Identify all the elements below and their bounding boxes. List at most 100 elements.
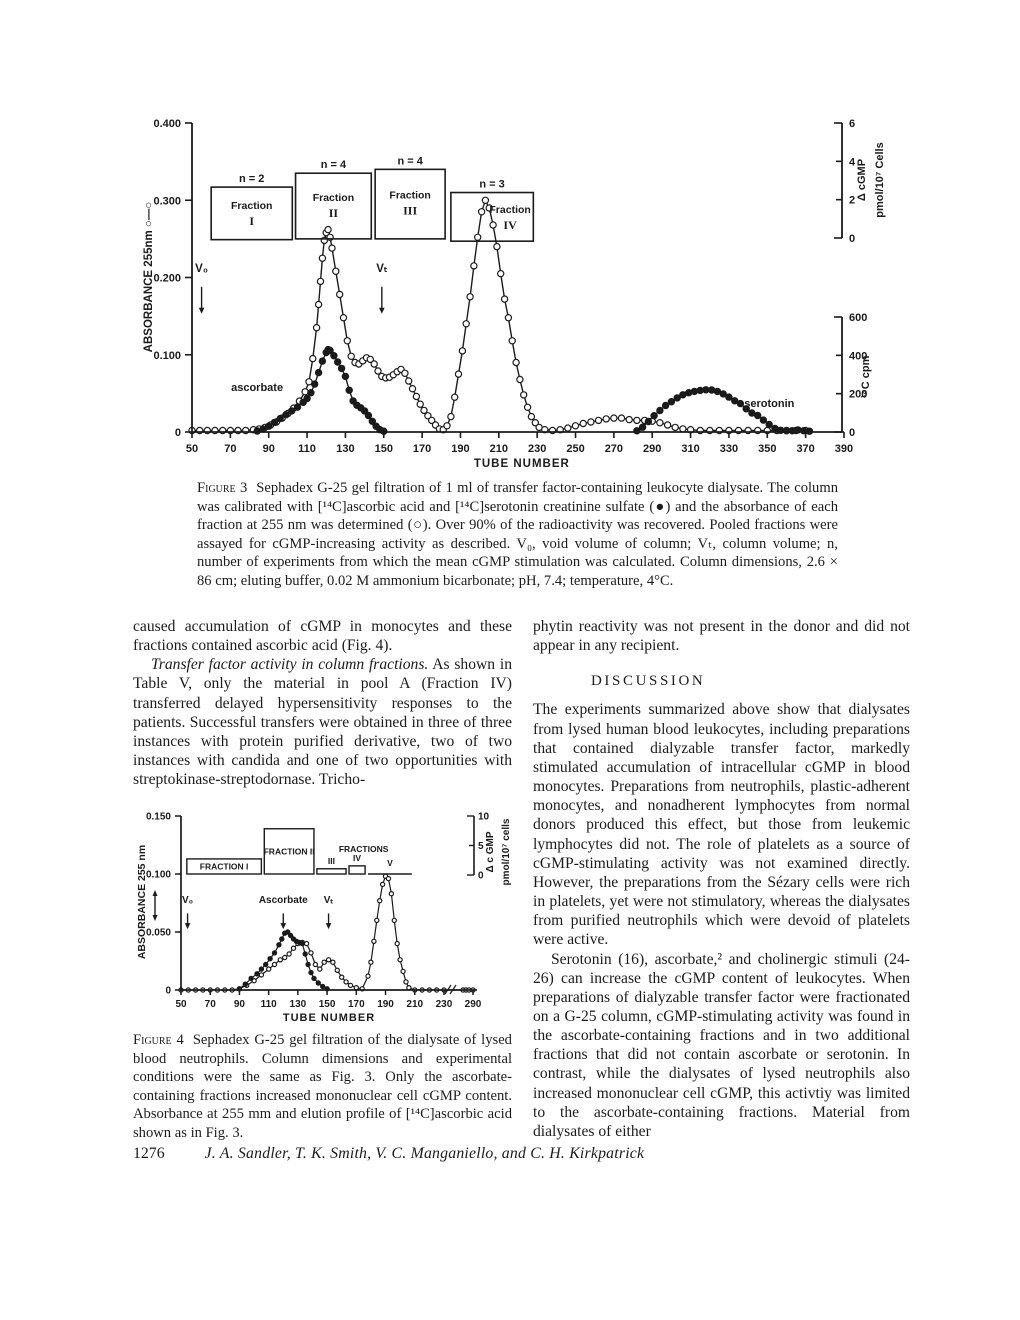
svg-text:0.100: 0.100 <box>153 350 181 362</box>
svg-text:200: 200 <box>849 389 867 401</box>
fig3-axes: 0 0.100 0.200 0.300 0.400 50 70 90 110 130 150 170 1… <box>143 118 853 470</box>
page-number: 1276 <box>133 1145 165 1162</box>
svg-text:190: 190 <box>451 443 469 455</box>
svg-text:0: 0 <box>849 427 855 439</box>
svg-text:290: 290 <box>643 443 661 455</box>
svg-text:390: 390 <box>835 443 853 455</box>
svg-text:350: 350 <box>758 443 776 455</box>
svg-text:0.200: 0.200 <box>153 273 181 285</box>
svg-text:2: 2 <box>849 195 855 207</box>
svg-text:V₀: V₀ <box>195 263 208 275</box>
svg-text:pmol/10⁷ cells: pmol/10⁷ cells <box>501 818 512 885</box>
svg-text:0: 0 <box>165 986 171 997</box>
fig4-fraction-boxes: FRACTIONS FRACTION I FRACTION II III IV V <box>186 828 412 875</box>
svg-text:70: 70 <box>205 999 217 1010</box>
paragraph: caused accumulation of cGMP in monocytes… <box>133 618 512 655</box>
svg-text:n = 3: n = 3 <box>479 179 504 191</box>
svg-text:130: 130 <box>336 443 354 455</box>
svg-text:150: 150 <box>319 999 336 1010</box>
paragraph-text: As shown in Table V, only the material i… <box>133 656 512 789</box>
svg-text:270: 270 <box>605 443 623 455</box>
figure3-caption: Figure 3 Sephadex G-25 gel filtration of … <box>197 479 838 591</box>
fig3-right-axis-cpm: 600 400 200 0 ¹⁴C cpm <box>834 312 872 439</box>
svg-text:FRACTIONS: FRACTIONS <box>339 844 389 854</box>
svg-text:II: II <box>329 206 339 220</box>
italic-lead: Transfer factor activity in column fract… <box>151 656 429 674</box>
figure4-caption-text: Sephadex G-25 gel filtration of the dial… <box>133 1032 512 1141</box>
svg-text:0.150: 0.150 <box>146 812 171 823</box>
svg-text:Vₜ: Vₜ <box>376 263 388 275</box>
paragraph: The experiments summarized above show th… <box>533 701 910 949</box>
svg-text:TUBE NUMBER: TUBE NUMBER <box>474 458 570 470</box>
svg-text:110: 110 <box>298 443 316 455</box>
svg-text:170: 170 <box>413 443 431 455</box>
svg-text:V: V <box>387 858 393 868</box>
svg-text:230: 230 <box>528 443 546 455</box>
fig3-series-serotonin_14C_cpm <box>633 386 814 435</box>
fig4-right-axis-cgmp: 10 5 0Δ c GMP pmol/10⁷ cells <box>467 812 512 885</box>
svg-text:FRACTION II: FRACTION II <box>264 846 315 856</box>
svg-text:FRACTION I: FRACTION I <box>200 861 249 871</box>
fig3-annotations: V₀ Vₜ ascorbate serotonin <box>195 263 795 410</box>
svg-text:Fraction: Fraction <box>313 192 354 204</box>
svg-text:Fraction: Fraction <box>489 204 530 216</box>
fig3-series-ascorbate_14C_cpm <box>253 345 388 435</box>
svg-text:290: 290 <box>465 999 482 1010</box>
svg-text:150: 150 <box>375 443 393 455</box>
svg-text:90: 90 <box>263 443 275 455</box>
svg-text:5: 5 <box>478 841 484 852</box>
svg-text:Fraction: Fraction <box>231 200 272 212</box>
svg-text:190: 190 <box>377 999 394 1010</box>
figure3-caption-tag: Figure 3 <box>197 480 248 496</box>
figure3-caption-text: Sephadex G-25 gel filtration of 1 ml of … <box>197 480 838 589</box>
svg-text:0: 0 <box>849 233 855 245</box>
svg-text:210: 210 <box>406 999 423 1010</box>
svg-text:Δ cGMP: Δ cGMP <box>856 159 868 201</box>
svg-text:Ascorbate: Ascorbate <box>259 895 308 906</box>
figure3-chart: 0 0.100 0.200 0.300 0.400 50 70 90 110 130 150 170 1… <box>143 118 886 470</box>
fig4-series <box>178 873 476 993</box>
svg-text:90: 90 <box>234 999 246 1010</box>
svg-text:310: 310 <box>681 443 699 455</box>
svg-text:0.400: 0.400 <box>153 118 181 130</box>
fig3-series-absorbance_255nm <box>188 196 810 435</box>
svg-text:V₀: V₀ <box>182 895 193 906</box>
svg-text:250: 250 <box>566 443 584 455</box>
figure4-caption: Figure 4 Sephadex G-25 gel filtration of … <box>133 1031 512 1143</box>
svg-text:130: 130 <box>290 999 307 1010</box>
svg-text:370: 370 <box>796 443 814 455</box>
svg-text:210: 210 <box>490 443 508 455</box>
svg-text:IV: IV <box>353 853 361 863</box>
svg-text:0: 0 <box>175 427 181 439</box>
svg-text:ABSORBANCE 255nm ○—○: ABSORBANCE 255nm ○—○ <box>143 202 155 353</box>
figure4-caption-tag: Figure 4 <box>133 1032 184 1048</box>
svg-text:serotonin: serotonin <box>744 398 794 410</box>
svg-text:600: 600 <box>849 312 867 324</box>
svg-text:70: 70 <box>224 443 236 455</box>
svg-text:Fraction: Fraction <box>389 190 430 202</box>
svg-text:330: 330 <box>720 443 738 455</box>
svg-text:230: 230 <box>436 999 453 1010</box>
running-authors: J. A. Sandler, T. K. Smith, V. C. Mangan… <box>204 1145 645 1162</box>
fig3-series <box>188 196 814 435</box>
svg-text:I: I <box>249 214 254 228</box>
svg-text:0.100: 0.100 <box>146 870 171 881</box>
svg-text:n = 4: n = 4 <box>321 159 347 171</box>
svg-text:Δ c GMP: Δ c GMP <box>485 831 496 872</box>
svg-text:50: 50 <box>175 999 187 1010</box>
svg-text:6: 6 <box>849 118 855 130</box>
paragraph: Serotonin (16), ascorbate,² and choliner… <box>533 950 910 1140</box>
fig4-annotations: V₀ Ascorbate Vₜ <box>182 895 333 930</box>
paragraph: phytin reactivity was not present in the… <box>533 618 910 655</box>
paragraph: Transfer factor activity in column fract… <box>133 655 512 789</box>
fig3-fraction-boxes: n = 2 Fraction In = 4 Fraction II n = 4 Fracti… <box>210 155 535 242</box>
svg-text:III: III <box>328 856 335 866</box>
svg-text:400: 400 <box>849 350 867 362</box>
fig3-right-axis-cgmp: 6 4 2 0 Δ cGMP pmol/10⁷ Cells <box>834 118 886 245</box>
fig4-series-absorbance_255nm <box>178 873 476 993</box>
svg-text:pmol/10⁷ Cells: pmol/10⁷ Cells <box>874 142 886 217</box>
svg-text:0.050: 0.050 <box>146 928 171 939</box>
